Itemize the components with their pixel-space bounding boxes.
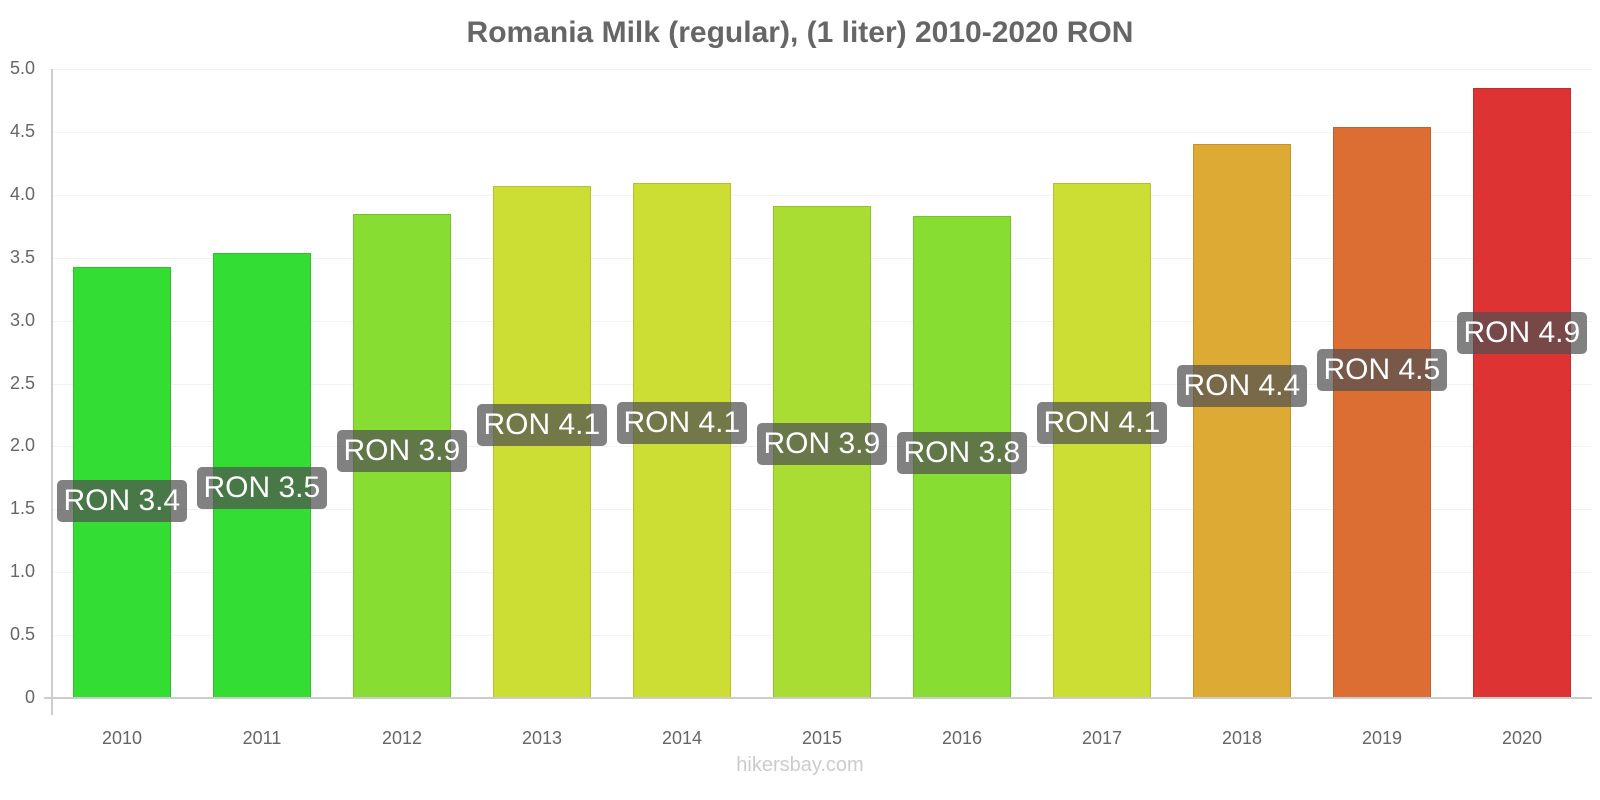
chart-title: Romania Milk (regular), (1 liter) 2010-2… [466,16,1134,49]
value-label: RON 4.5 [1316,348,1448,391]
x-tick-label: 2019 [1361,728,1403,748]
gridline [52,131,1592,133]
bar-2020 [1473,87,1571,698]
gridline [52,69,1592,70]
y-tick-label: 2.5 [9,372,35,393]
x-tick-label: 2018 [1221,728,1263,748]
value-label: RON 3.9 [756,423,888,465]
x-tick-label: 2010 [101,728,143,748]
y-tick-label: 4.0 [9,183,35,204]
x-tick-label: 2014 [661,728,703,748]
bar-2019 [1333,126,1431,698]
x-axis-line [44,697,1592,699]
value-label: RON 4.4 [1176,365,1308,408]
value-label: RON 3.4 [56,479,188,522]
value-label: RON 3.9 [336,430,468,473]
y-axis-line [51,69,53,715]
y-tick-label: 1.0 [9,561,35,582]
y-tick-label: 4.5 [9,120,35,141]
x-tick-label: 2017 [1081,728,1123,748]
value-label: RON 4.9 [1456,312,1588,355]
y-tick-label: 0.5 [9,624,35,645]
x-tick-label: 2020 [1501,728,1543,748]
x-tick-label: 2015 [801,728,843,748]
x-tick-label: 2016 [941,728,983,748]
y-tick-label: 5.0 [9,58,35,78]
value-label: RON 4.1 [476,404,608,447]
y-tick-label: 0 [24,687,35,707]
bar-2018 [1193,144,1291,698]
y-tick-label: 1.5 [9,498,35,519]
value-label: RON 3.5 [196,466,328,509]
x-tick-label: 2013 [521,728,563,748]
y-tick-label: 2.0 [9,435,35,456]
value-label: RON 3.8 [896,432,1028,475]
watermark: hikersbay.com [736,754,864,776]
y-tick-label: 3.0 [9,309,35,330]
x-tick-label: 2012 [381,728,423,748]
x-tick-label: 2011 [242,728,282,748]
y-tick-label: 3.5 [9,246,35,267]
gridline [52,194,1592,196]
value-label: RON 4.1 [1036,401,1168,444]
value-label: RON 4.1 [616,401,748,444]
